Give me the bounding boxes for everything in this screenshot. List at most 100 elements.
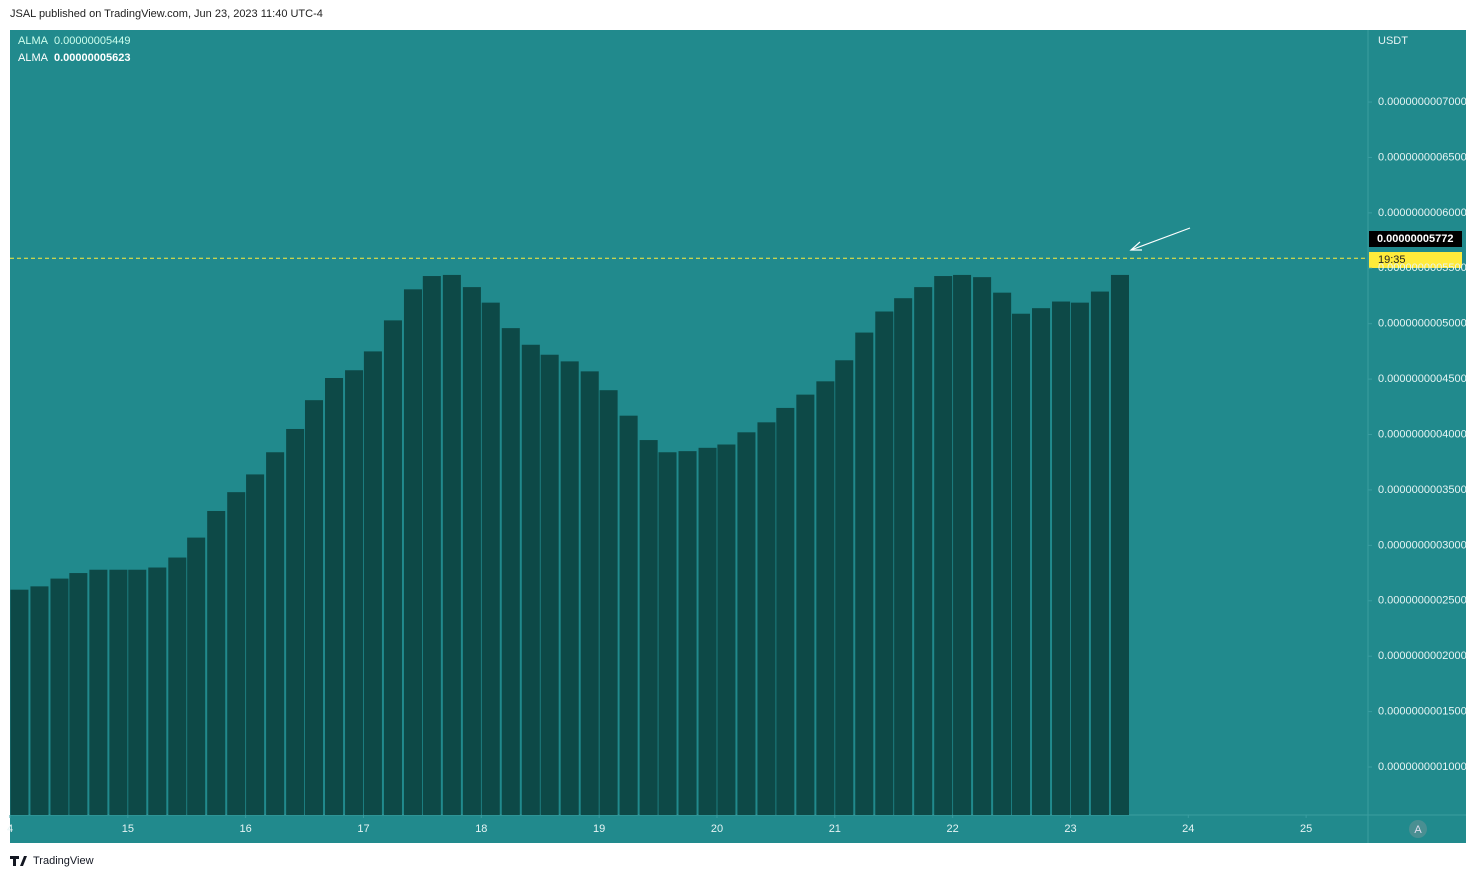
x-tick-label: 4 bbox=[7, 823, 13, 835]
bar bbox=[540, 354, 559, 815]
y-tick-label: 0.0000000002000 bbox=[1378, 650, 1467, 662]
bar bbox=[953, 274, 972, 815]
x-tick-label: 21 bbox=[829, 823, 841, 835]
bar bbox=[227, 492, 246, 815]
bar bbox=[187, 537, 206, 815]
annotation-arrowhead bbox=[1129, 241, 1142, 251]
footer: TradingView bbox=[33, 855, 94, 867]
y-tick-label: 0.0000000005000 bbox=[1378, 318, 1467, 330]
bar bbox=[993, 292, 1012, 815]
bar bbox=[442, 274, 461, 815]
bar bbox=[383, 320, 402, 815]
bar bbox=[168, 557, 187, 815]
y-tick-label: 0.0000000007000 bbox=[1378, 96, 1467, 108]
bar bbox=[894, 298, 913, 815]
bar bbox=[521, 344, 540, 815]
bar bbox=[89, 569, 108, 815]
bar bbox=[639, 440, 658, 815]
bar bbox=[363, 351, 382, 815]
y-tick-label: 0.0000000001000 bbox=[1378, 761, 1467, 773]
bar bbox=[678, 451, 697, 815]
y-tick-label: 0.0000000006000 bbox=[1378, 207, 1467, 219]
legend-name: ALMA bbox=[18, 35, 49, 47]
bar bbox=[286, 428, 305, 815]
legend-name: ALMA bbox=[18, 52, 49, 64]
x-tick-label: 22 bbox=[947, 823, 959, 835]
bar bbox=[1011, 313, 1031, 815]
y-tick-label: 0.0000000005500 bbox=[1378, 262, 1467, 274]
bar bbox=[1052, 301, 1071, 816]
bar bbox=[560, 361, 579, 815]
bar bbox=[619, 415, 638, 815]
last-price-box bbox=[1369, 231, 1462, 247]
bar bbox=[207, 510, 226, 815]
x-tick-label: 17 bbox=[357, 823, 369, 835]
currency: USDT bbox=[1378, 35, 1408, 47]
bar bbox=[345, 370, 364, 815]
bar bbox=[835, 360, 854, 815]
bar bbox=[403, 289, 423, 816]
bar bbox=[973, 277, 992, 816]
bar bbox=[69, 573, 88, 815]
bar bbox=[501, 328, 520, 815]
bar bbox=[796, 394, 815, 815]
bar bbox=[325, 378, 344, 815]
x-tick-label: 24 bbox=[1182, 823, 1194, 835]
x-tick-label: 25 bbox=[1300, 823, 1312, 835]
bar bbox=[109, 569, 128, 815]
scale-button[interactable] bbox=[1409, 820, 1427, 838]
bar bbox=[1110, 274, 1129, 815]
x-tick-label: 19 bbox=[593, 823, 605, 835]
bar bbox=[737, 432, 756, 815]
y-tick-label: 0.0000000003000 bbox=[1378, 539, 1467, 551]
bar bbox=[698, 447, 717, 815]
bar bbox=[1070, 302, 1089, 816]
x-tick-label: 20 bbox=[711, 823, 723, 835]
bar bbox=[855, 332, 874, 815]
annotation-arrow bbox=[1130, 227, 1191, 251]
bar bbox=[462, 287, 481, 815]
y-tick-label: 0.0000000004500 bbox=[1378, 373, 1467, 385]
time-axis bbox=[10, 815, 1368, 843]
bar bbox=[422, 276, 441, 816]
bar bbox=[1090, 291, 1109, 815]
x-tick-label: 16 bbox=[240, 823, 252, 835]
y-tick-label: 0.0000000006500 bbox=[1378, 151, 1467, 163]
x-tick-label: 15 bbox=[122, 823, 134, 835]
bar bbox=[757, 422, 776, 815]
bar bbox=[914, 287, 933, 815]
bar bbox=[50, 578, 69, 815]
y-tick-label: 0.0000000002500 bbox=[1378, 595, 1467, 607]
bar bbox=[717, 444, 736, 815]
y-tick-label: 0.0000000004000 bbox=[1378, 428, 1467, 440]
price-axis bbox=[1368, 30, 1466, 843]
y-tick-label: 0.0000000003500 bbox=[1378, 484, 1467, 496]
bar bbox=[10, 589, 29, 815]
bar bbox=[1032, 308, 1051, 815]
header: JSAL published on TradingView.com, Jun 2… bbox=[10, 8, 323, 20]
x-tick-label: 23 bbox=[1064, 823, 1076, 835]
bar bbox=[128, 569, 147, 815]
bar bbox=[776, 407, 795, 815]
bar bbox=[599, 390, 618, 815]
bar bbox=[658, 452, 677, 815]
bar bbox=[934, 276, 953, 816]
y-tick-label: 0.0000000001500 bbox=[1378, 706, 1467, 718]
bar bbox=[481, 302, 500, 816]
bar bbox=[580, 371, 599, 815]
bar bbox=[30, 586, 49, 815]
logo bbox=[10, 856, 27, 866]
last-price-label: 0.00000005772 bbox=[1377, 233, 1453, 245]
scale-mode[interactable]: A bbox=[1414, 824, 1422, 836]
legend-value: 0.00000005449 bbox=[54, 35, 130, 47]
x-tick-label: 18 bbox=[475, 823, 487, 835]
countdown-box bbox=[1369, 252, 1462, 268]
bar bbox=[148, 567, 167, 815]
bar bbox=[875, 311, 894, 815]
countdown: 19:35 bbox=[1378, 254, 1406, 266]
bar bbox=[304, 400, 324, 815]
legend-value: 0.00000005623 bbox=[54, 52, 130, 64]
bar bbox=[816, 381, 835, 815]
bar bbox=[246, 474, 265, 815]
